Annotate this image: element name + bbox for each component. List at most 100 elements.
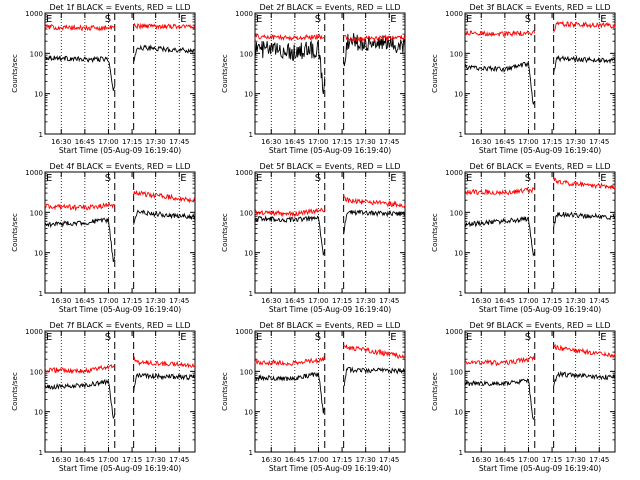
start-marker-label: S [315,173,321,184]
x-axis-label: Start Time (05-Aug-09 16:19:40) [269,464,391,473]
x-tick-label: 17:45 [169,456,189,464]
lld-series-line [254,194,406,218]
y-tick-label: 1000 [25,328,43,336]
x-tick-label: 16:45 [495,138,515,146]
start-marker-label: S [525,173,531,184]
x-tick-label: 17:45 [379,297,399,305]
x-tick-label: 16:30 [51,138,71,146]
chart-title: Det 2f BLACK = Events, RED = LLD [259,3,400,12]
events-series-line [464,370,616,420]
y-tick-label: 100 [240,50,253,58]
events-series-line [44,209,196,262]
chart-panel: Det 4f BLACK = Events, RED = LLD S E E 1 10 10… [11,162,196,314]
lld-series-line [44,356,195,375]
x-tick-label: 17:00 [518,456,538,464]
x-tick-label: 17:00 [518,297,538,305]
start-marker-label: S [105,173,111,184]
x-axis-label: Start Time (05-Aug-09 16:19:40) [479,146,601,155]
end-marker-label: E [256,173,262,184]
x-tick-label: 16:45 [495,456,515,464]
y-tick-label: 10 [34,91,43,99]
x-tick-label: 16:30 [471,297,491,305]
end-marker-label: E [600,332,606,343]
chart-title: Det 5f BLACK = Events, RED = LLD [259,162,400,171]
x-tick-label: 16:45 [285,456,305,464]
plot-frame [44,330,196,453]
y-tick-label: 1 [249,131,253,139]
chart-title: Det 8f BLACK = Events, RED = LLD [259,321,400,330]
y-tick-label: 1000 [445,169,463,177]
plot-frame [464,330,616,453]
events-series-line [44,44,196,91]
y-tick-label: 100 [450,50,463,58]
plot-frame [464,12,616,135]
x-tick-label: 17:15 [332,297,352,305]
x-tick-label: 16:30 [51,456,71,464]
y-tick-label: 10 [34,409,43,417]
chart-title: Det 3f BLACK = Events, RED = LLD [469,3,610,12]
events-series-line [254,366,406,414]
x-tick-label: 17:30 [566,456,586,464]
x-tick-label: 17:45 [589,297,609,305]
events-series-line [44,372,195,420]
y-axis-label: Counts/sec [431,372,439,411]
start-marker-label: S [315,14,321,25]
x-tick-label: 17:00 [98,297,118,305]
plot-frame [254,12,406,135]
chart-title: Det 1f BLACK = Events, RED = LLD [49,3,190,12]
y-tick-label: 1000 [235,328,253,336]
end-marker-label: E [256,14,262,25]
x-tick-label: 17:15 [122,456,142,464]
x-tick-label: 16:45 [75,297,95,305]
x-tick-label: 17:15 [122,297,142,305]
end-marker-label: E [600,173,606,184]
events-series-line [254,33,406,95]
x-tick-label: 17:30 [356,138,376,146]
y-tick-label: 1 [249,449,253,457]
y-tick-label: 10 [244,409,253,417]
x-tick-label: 16:30 [471,456,491,464]
x-tick-label: 17:00 [308,297,328,305]
y-tick-label: 10 [454,250,463,258]
x-tick-label: 16:30 [261,456,281,464]
x-tick-label: 17:00 [308,456,328,464]
y-axis-label: Counts/sec [221,54,229,93]
x-tick-label: 17:15 [542,138,562,146]
lld-series-line [254,33,406,43]
chart-panel: Det 2f BLACK = Events, RED = LLD S E E 1 10 10… [221,3,406,155]
chart-panel: Det 5f BLACK = Events, RED = LLD S E E 1 10 10… [221,162,406,314]
x-tick-label: 17:00 [98,456,118,464]
y-tick-label: 1 [39,131,43,139]
y-tick-label: 1 [459,131,463,139]
y-tick-label: 1 [39,449,43,457]
end-marker-label: E [180,173,186,184]
end-marker-label: E [466,173,472,184]
x-tick-label: 17:15 [332,456,352,464]
end-marker-label: E [390,173,396,184]
chart-panel: Det 6f BLACK = Events, RED = LLD S E E 1 10 10… [431,162,616,314]
y-tick-label: 100 [450,368,463,376]
x-axis-label: Start Time (05-Aug-09 16:19:40) [269,146,391,155]
y-tick-label: 1000 [25,169,43,177]
y-tick-label: 100 [240,368,253,376]
start-marker-label: S [525,14,531,25]
start-marker-label: S [105,14,111,25]
x-axis-label: Start Time (05-Aug-09 16:19:40) [269,305,391,314]
lld-series-line [464,20,616,38]
y-axis-label: Counts/sec [221,213,229,252]
x-tick-label: 17:45 [379,138,399,146]
chart-panel: Det 1f BLACK = Events, RED = LLD S E E 1 10 10… [11,3,196,155]
end-marker-label: E [46,14,52,25]
end-marker-label: E [390,332,396,343]
x-tick-label: 17:30 [566,138,586,146]
chart-title: Det 4f BLACK = Events, RED = LLD [49,162,190,171]
end-marker-label: E [180,332,186,343]
x-tick-label: 16:30 [261,297,281,305]
y-tick-label: 10 [244,250,253,258]
y-axis-label: Counts/sec [11,372,19,411]
x-tick-label: 17:15 [332,138,352,146]
plot-frame [44,171,196,294]
x-tick-label: 17:45 [379,456,399,464]
lld-series-line [464,343,616,367]
